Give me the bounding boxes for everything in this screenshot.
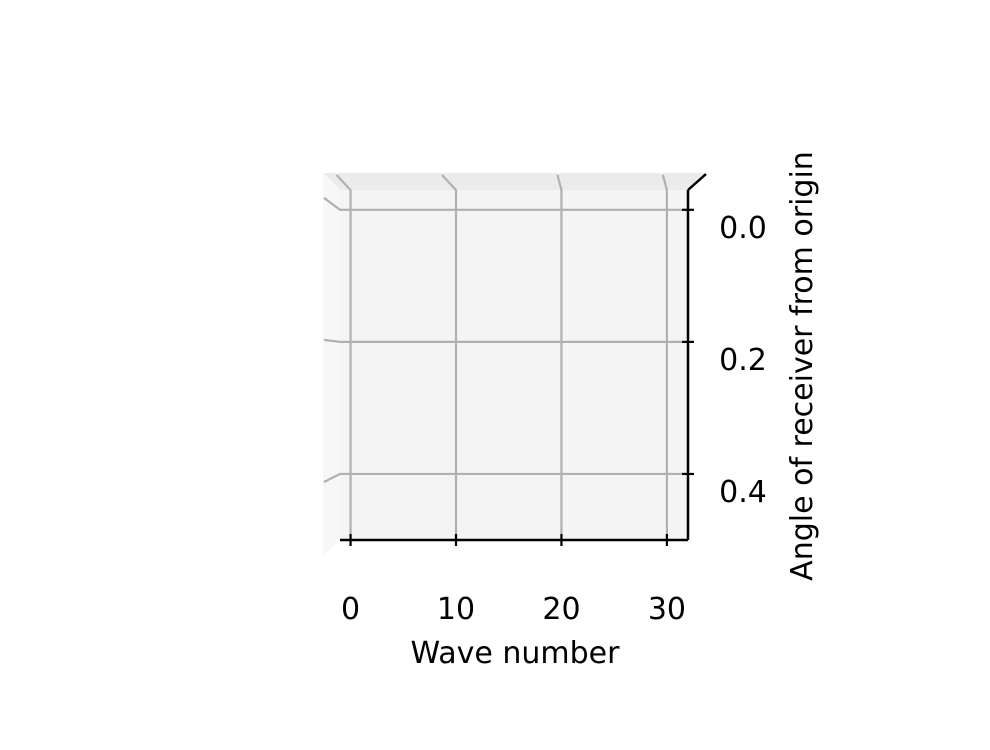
x-gridline bbox=[441, 174, 458, 540]
x-gridlines bbox=[335, 174, 669, 540]
x-gridline bbox=[556, 174, 563, 540]
y-gridline bbox=[323, 472, 688, 483]
y-ticks: 0.0 0.2 0.4 bbox=[682, 208, 767, 510]
x-tick-label: 20 bbox=[542, 592, 580, 627]
y-gridline bbox=[323, 338, 688, 343]
y-tick-label: 0.4 bbox=[719, 475, 767, 510]
axis-corner-line bbox=[687, 173, 707, 191]
x-gridline bbox=[335, 174, 352, 540]
y-gridline bbox=[323, 196, 688, 211]
y-axis-label: Angle of receiver from origin bbox=[785, 151, 820, 581]
x-tick-label: 30 bbox=[648, 592, 686, 627]
y-gridlines bbox=[323, 196, 688, 483]
plot-pane bbox=[340, 190, 688, 540]
left-pane bbox=[323, 175, 340, 556]
x-gridline bbox=[661, 174, 669, 540]
x-tick-label: 0 bbox=[341, 592, 360, 627]
y-tick-label: 0.2 bbox=[719, 343, 767, 378]
x-ticks: 0 10 20 30 bbox=[341, 534, 686, 627]
top-pane bbox=[323, 173, 705, 190]
y-tick-label: 0.0 bbox=[719, 211, 767, 246]
x-tick-label: 10 bbox=[437, 592, 475, 627]
x-axis-label: Wave number bbox=[411, 636, 621, 671]
